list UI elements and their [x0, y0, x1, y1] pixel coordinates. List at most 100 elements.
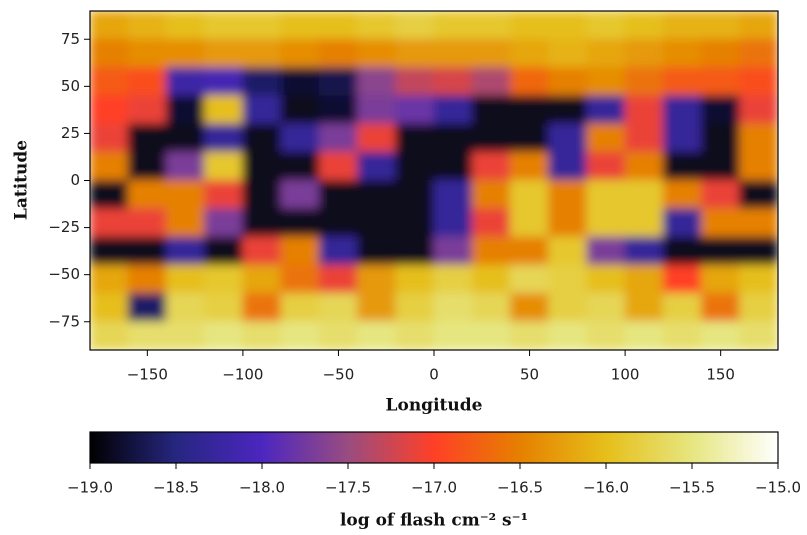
heatmap-cell	[204, 208, 244, 238]
heatmap-cell	[586, 180, 626, 210]
heatmap-cell	[90, 123, 129, 153]
heatmap-cell	[662, 67, 703, 97]
heatmap-cell	[739, 123, 778, 153]
heatmap-cell	[90, 151, 129, 181]
heatmap-cell	[509, 321, 550, 350]
heatmap-cell	[548, 123, 588, 153]
colorbar-tick-label: −17.0	[411, 479, 457, 497]
heatmap-cell	[624, 236, 664, 266]
heatmap-cell	[548, 67, 588, 97]
heatmap-cell	[739, 67, 778, 97]
heatmap-cell	[548, 38, 588, 68]
heatmap-cell	[471, 208, 511, 238]
heatmap-cell	[242, 123, 282, 153]
heatmap-cell	[90, 264, 129, 294]
x-tick-label: −100	[222, 366, 263, 384]
colorbar-label: log of flash cm⁻² s⁻¹	[340, 511, 528, 531]
heatmap-cell	[280, 293, 320, 323]
heatmap-cell	[165, 11, 206, 40]
heatmap-cell	[739, 38, 778, 68]
heatmap-cell	[280, 11, 320, 40]
heatmap-cell	[357, 95, 397, 125]
heatmap-cell	[357, 11, 397, 40]
heatmap-cell	[548, 180, 588, 210]
heatmap-cell	[127, 293, 167, 323]
heatmap-cell	[433, 264, 473, 294]
heatmap-cell	[586, 95, 626, 125]
heatmap-cell	[548, 264, 588, 294]
heatmap-cell	[586, 293, 626, 323]
heatmap	[90, 11, 778, 350]
y-tick-label: 25	[61, 124, 80, 142]
heatmap-cell	[242, 151, 282, 181]
heatmap-cell	[280, 208, 320, 238]
heatmap-cell	[165, 123, 206, 153]
heatmap-cell	[204, 264, 244, 294]
heatmap-cell	[548, 236, 588, 266]
heatmap-cell	[395, 38, 435, 68]
heatmap-cell	[624, 151, 664, 181]
heatmap-cell	[624, 123, 664, 153]
heatmap-cell	[127, 11, 167, 40]
heatmap-cell	[357, 38, 397, 68]
heatmap-cell	[586, 151, 626, 181]
heatmap-cell	[127, 95, 167, 125]
heatmap-cell	[433, 151, 473, 181]
heatmap-cell	[204, 151, 244, 181]
colorbar-tick-label: −18.5	[153, 479, 199, 497]
heatmap-cell	[357, 236, 397, 266]
heatmap-cell	[90, 236, 129, 266]
heatmap-cell	[662, 264, 703, 294]
heatmap-cell	[165, 236, 206, 266]
heatmap-cell	[701, 38, 741, 68]
heatmap-cell	[586, 208, 626, 238]
y-tick-label: 75	[61, 30, 80, 48]
heatmap-cell	[586, 264, 626, 294]
heatmap-cell	[701, 151, 741, 181]
heatmap-cell	[318, 67, 359, 97]
heatmap-cell	[471, 95, 511, 125]
heatmap-cell	[165, 208, 206, 238]
heatmap-cell	[586, 123, 626, 153]
heatmap-cell	[165, 264, 206, 294]
heatmap-cell	[624, 67, 664, 97]
heatmap-cell	[739, 264, 778, 294]
heatmap-cell	[357, 123, 397, 153]
heatmap-cell	[624, 38, 664, 68]
heatmap-cell	[548, 151, 588, 181]
heatmap-cell	[395, 67, 435, 97]
heatmap-cell	[624, 208, 664, 238]
heatmap-cell	[242, 38, 282, 68]
heatmap-cell	[433, 95, 473, 125]
heatmap-cell	[165, 321, 206, 350]
heatmap-cell	[204, 180, 244, 210]
heatmap-cell	[242, 236, 282, 266]
heatmap-cell	[242, 293, 282, 323]
heatmap-cell	[739, 321, 778, 350]
heatmap-cell	[318, 293, 359, 323]
heatmap-cell	[471, 123, 511, 153]
heatmap-cell	[318, 208, 359, 238]
heatmap-cell	[90, 180, 129, 210]
heatmap-cell	[701, 67, 741, 97]
heatmap-cell	[318, 321, 359, 350]
heatmap-cell	[127, 264, 167, 294]
heatmap-cell	[739, 236, 778, 266]
heatmap-cell	[586, 67, 626, 97]
colorbar-tick-label: −16.5	[497, 479, 543, 497]
heatmap-cell	[701, 264, 741, 294]
heatmap-cell	[357, 67, 397, 97]
heatmap-cell	[548, 293, 588, 323]
heatmap-cell	[204, 293, 244, 323]
heatmap-cell	[509, 236, 550, 266]
heatmap-cell	[357, 321, 397, 350]
heatmap-cell	[739, 208, 778, 238]
heatmap-cell	[90, 95, 129, 125]
heatmap-cell	[318, 95, 359, 125]
x-tick-label: 0	[429, 366, 439, 384]
heatmap-cell	[701, 180, 741, 210]
heatmap-cell	[433, 208, 473, 238]
heatmap-cell	[509, 11, 550, 40]
heatmap-cell	[90, 67, 129, 97]
